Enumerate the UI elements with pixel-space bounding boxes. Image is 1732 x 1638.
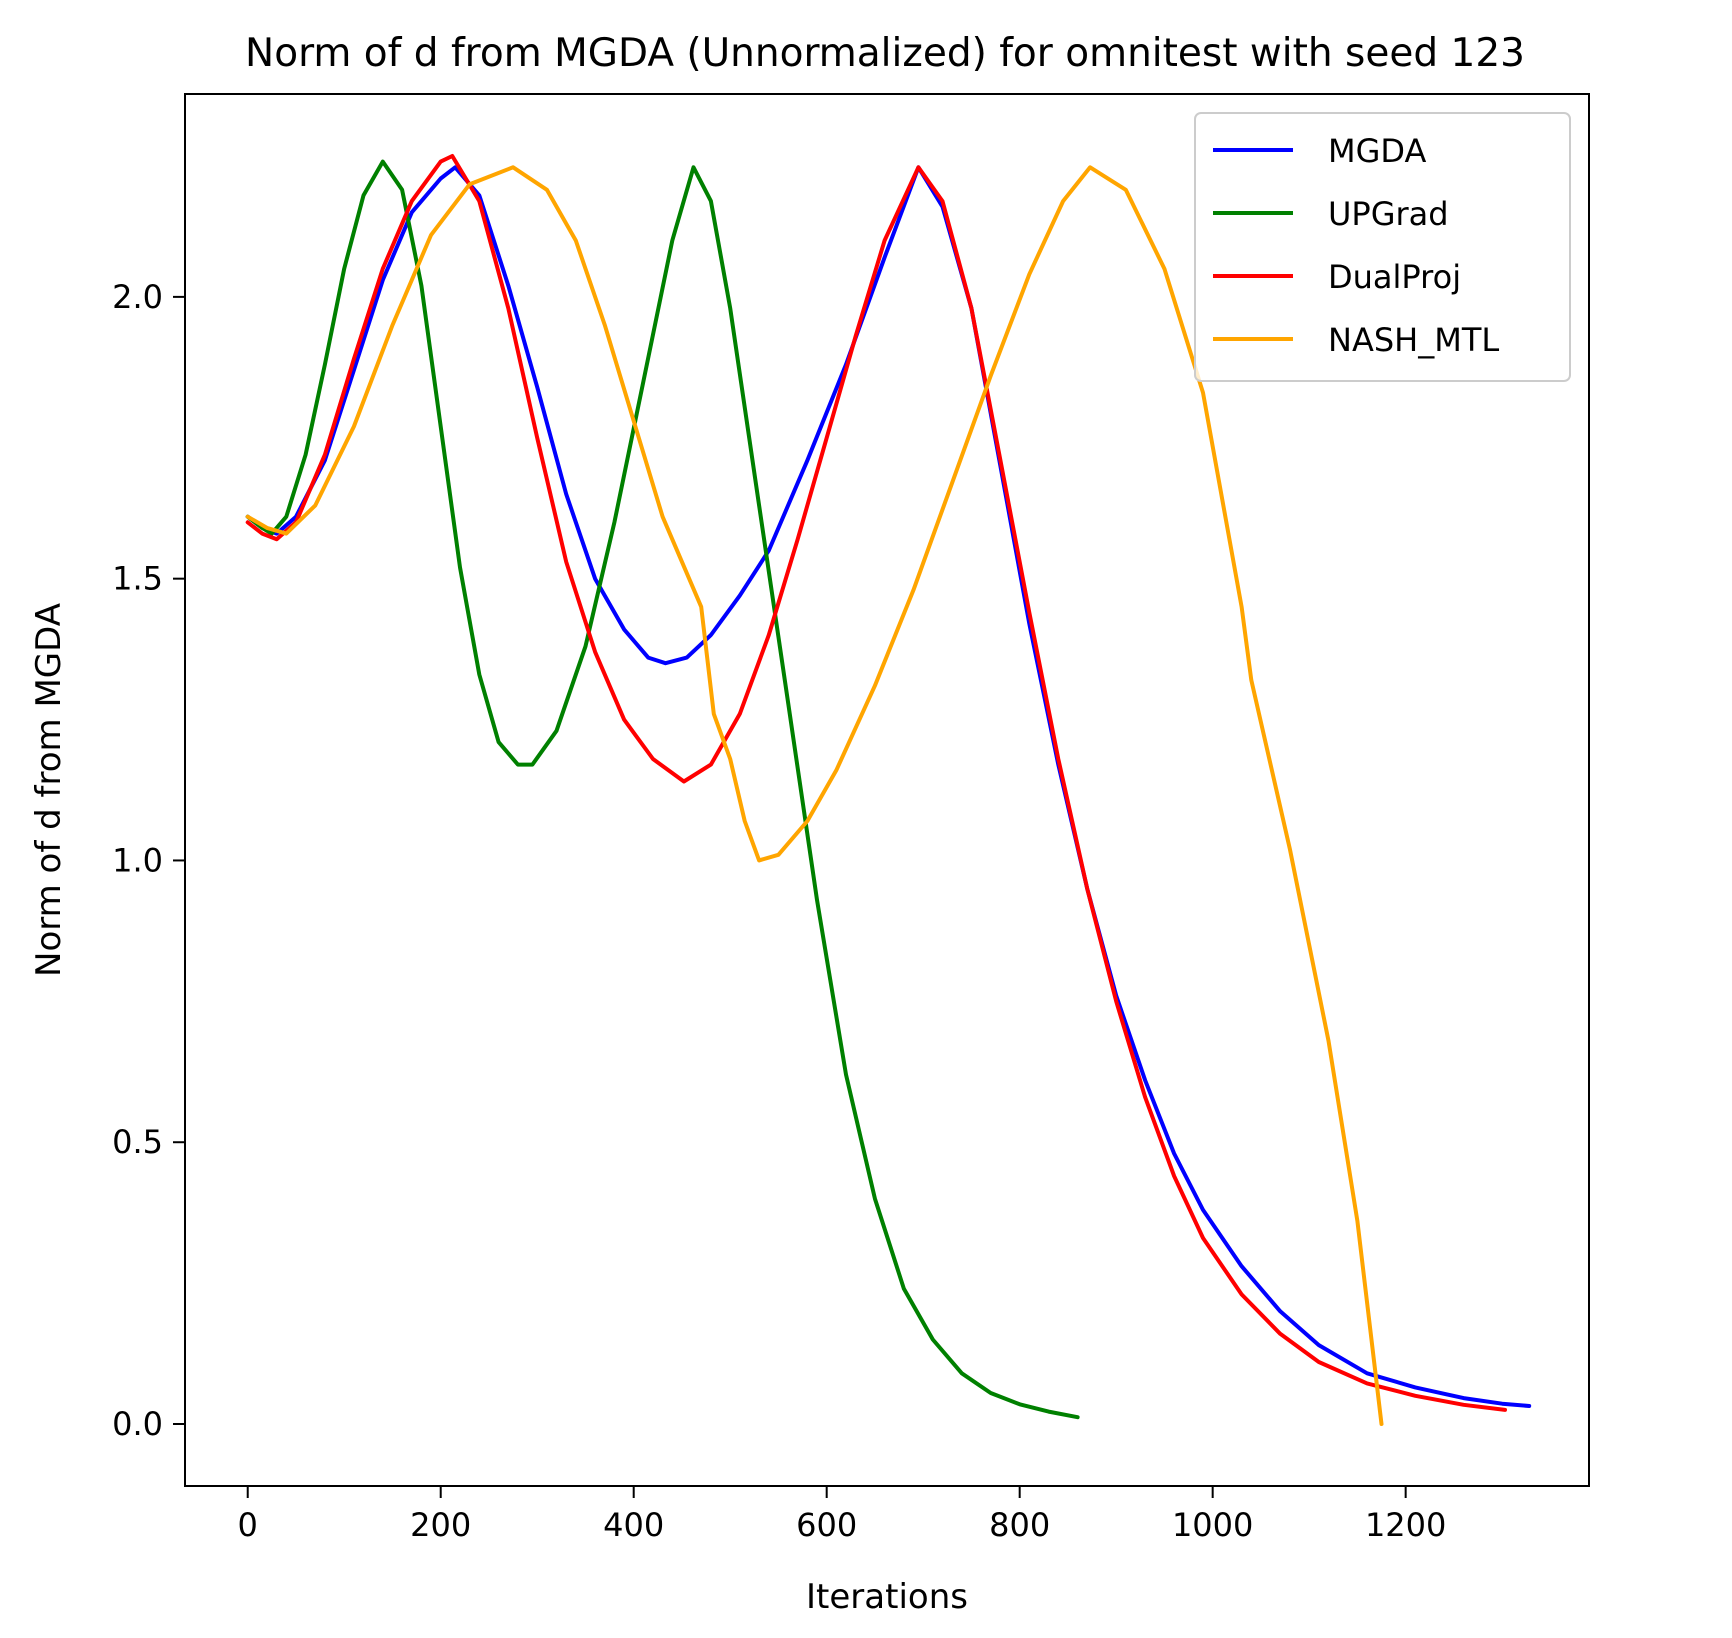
legend: MGDA UPGrad DualProj NASH_MTL <box>1194 112 1571 382</box>
x-tick-label: 800 <box>989 1506 1050 1544</box>
x-axis-label: Iterations <box>806 1577 968 1617</box>
chart-title: Norm of d from MGDA (Unnormalized) for o… <box>245 31 1525 76</box>
series-line-dualproj <box>245 154 1507 1412</box>
x-tick-label: 200 <box>410 1506 471 1544</box>
legend-entries: MGDA UPGrad DualProj NASH_MTL <box>1213 132 1499 359</box>
plot-frame <box>184 93 1590 1487</box>
x-tick-label: 1200 <box>1365 1506 1446 1544</box>
series-line-upgrad <box>245 159 1080 1420</box>
y-tick-label: 0.5 <box>112 1123 163 1161</box>
x-tick-label: 1000 <box>1172 1506 1253 1544</box>
x-tick-label: 0 <box>238 1506 258 1544</box>
legend-label: DualProj <box>1328 258 1461 296</box>
y-tick-label: 1.0 <box>112 841 163 879</box>
legend-box <box>1194 112 1571 382</box>
x-tick-label: 600 <box>796 1506 857 1544</box>
y-axis: 0.0 0.5 1.0 1.5 2.0 <box>112 278 185 1443</box>
y-axis-label: Norm of d from MGDA <box>29 603 69 977</box>
legend-label: NASH_MTL <box>1328 321 1499 359</box>
y-tick-label: 2.0 <box>112 278 163 316</box>
y-tick-label: 1.5 <box>112 560 163 598</box>
x-axis: 0 200 400 600 800 1000 1200 <box>238 1486 1446 1544</box>
series-line-mgda <box>245 165 1532 1408</box>
x-tick-label: 400 <box>603 1506 664 1544</box>
legend-label: MGDA <box>1328 132 1426 170</box>
y-tick-label: 0.0 <box>112 1405 163 1443</box>
legend-label: UPGrad <box>1328 195 1449 233</box>
